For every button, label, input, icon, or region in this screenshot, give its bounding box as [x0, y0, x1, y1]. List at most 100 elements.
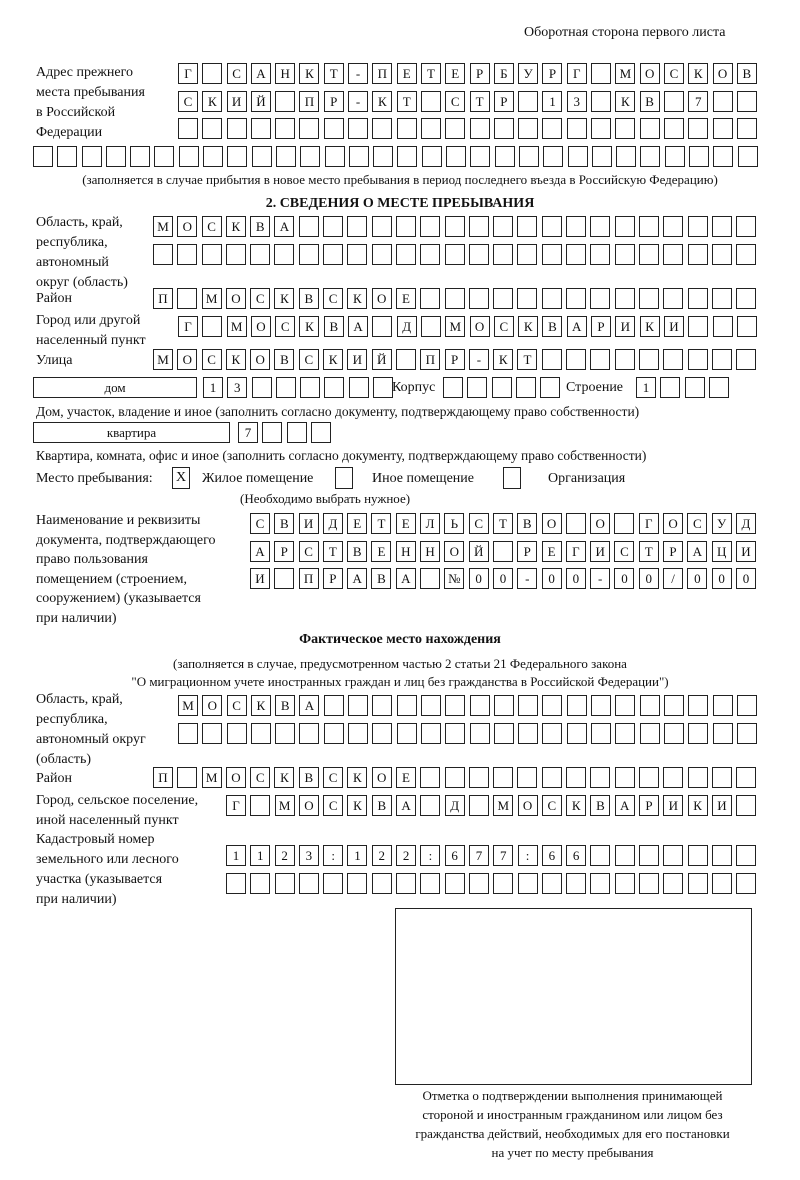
form-cell[interactable]: 1 [636, 377, 656, 398]
form-cell[interactable] [493, 767, 514, 788]
form-cell[interactable] [614, 244, 635, 265]
form-cell[interactable] [663, 723, 684, 744]
form-cell[interactable] [298, 244, 319, 265]
form-cell[interactable]: Р [639, 795, 660, 816]
form-cell[interactable] [518, 146, 539, 167]
form-cell[interactable]: С [493, 316, 514, 337]
form-cell[interactable] [286, 422, 307, 443]
form-cell[interactable] [638, 288, 659, 309]
form-cell[interactable]: А [274, 216, 295, 237]
form-cell[interactable] [251, 377, 272, 398]
form-cell[interactable]: С [468, 513, 489, 534]
building-cells[interactable] [443, 377, 561, 398]
form-cell[interactable] [639, 723, 660, 744]
form-cell[interactable] [712, 118, 733, 139]
form-cell[interactable] [736, 695, 757, 716]
form-cell[interactable]: Е [395, 767, 416, 788]
form-cell[interactable] [373, 377, 394, 398]
form-cell[interactable] [542, 723, 563, 744]
form-cell[interactable] [639, 118, 660, 139]
form-cell[interactable]: Л [420, 513, 441, 534]
form-cell[interactable] [566, 244, 587, 265]
form-cell[interactable]: С [541, 795, 562, 816]
form-cell[interactable] [540, 377, 561, 398]
form-cell[interactable] [736, 118, 757, 139]
form-cell[interactable] [323, 118, 344, 139]
form-cell[interactable] [275, 91, 296, 112]
form-cell[interactable] [517, 288, 538, 309]
form-cell[interactable]: К [299, 316, 320, 337]
form-cell[interactable]: И [226, 91, 247, 112]
form-cell[interactable]: С [275, 316, 296, 337]
form-cell[interactable] [711, 845, 732, 866]
form-cell[interactable] [614, 513, 635, 534]
previous-address-row-3[interactable] [178, 118, 757, 139]
form-cell[interactable] [445, 695, 466, 716]
form-cell[interactable] [663, 767, 684, 788]
form-cell[interactable] [517, 873, 538, 894]
form-cell[interactable] [736, 288, 757, 309]
form-cell[interactable] [372, 316, 393, 337]
form-cell[interactable] [154, 146, 175, 167]
form-cell[interactable] [396, 695, 417, 716]
form-cell[interactable]: М [153, 216, 173, 237]
form-cell[interactable]: О [712, 63, 733, 84]
form-cell[interactable]: 6 [444, 845, 465, 866]
form-cell[interactable] [81, 146, 102, 167]
form-cell[interactable] [663, 91, 684, 112]
form-cell[interactable]: В [274, 513, 295, 534]
form-cell[interactable] [420, 288, 441, 309]
form-cell[interactable] [494, 146, 515, 167]
form-cell[interactable]: И [347, 349, 368, 370]
form-cell[interactable] [688, 118, 709, 139]
form-cell[interactable]: К [347, 288, 368, 309]
form-cell[interactable]: Ь [444, 513, 465, 534]
form-cell[interactable] [468, 795, 489, 816]
form-cell[interactable] [396, 873, 417, 894]
form-cell[interactable]: 0 [468, 568, 489, 589]
form-cell[interactable]: С [445, 91, 466, 112]
form-cell[interactable]: 6 [541, 845, 562, 866]
form-cell[interactable] [348, 118, 369, 139]
form-cell[interactable]: 1 [542, 91, 563, 112]
form-cell[interactable] [178, 723, 198, 744]
form-cell[interactable] [566, 873, 587, 894]
form-cell[interactable] [468, 216, 489, 237]
form-cell[interactable] [663, 873, 684, 894]
form-cell[interactable]: П [153, 767, 173, 788]
option-residential-checkbox[interactable]: X [172, 467, 190, 489]
form-cell[interactable]: У [711, 513, 732, 534]
form-cell[interactable] [687, 873, 708, 894]
form-cell[interactable]: И [735, 541, 756, 562]
form-cell[interactable] [468, 288, 489, 309]
form-cell[interactable]: К [493, 349, 514, 370]
form-cell[interactable] [736, 244, 757, 265]
form-cell[interactable] [590, 349, 611, 370]
form-cell[interactable] [372, 695, 393, 716]
form-cell[interactable] [300, 377, 321, 398]
form-cell[interactable] [446, 146, 467, 167]
form-cell[interactable]: М [445, 316, 466, 337]
form-cell[interactable]: - [348, 91, 369, 112]
form-cell[interactable] [469, 723, 490, 744]
form-cell[interactable] [663, 695, 684, 716]
form-cell[interactable] [202, 316, 223, 337]
form-cell[interactable]: С [663, 63, 684, 84]
form-cell[interactable]: Р [591, 316, 612, 337]
form-cell[interactable] [445, 723, 466, 744]
form-cell[interactable]: А [687, 541, 708, 562]
form-cell[interactable] [736, 873, 757, 894]
form-cell[interactable]: Г [638, 513, 659, 534]
form-cell[interactable]: Й [250, 91, 271, 112]
form-cell[interactable] [687, 767, 708, 788]
form-cell[interactable] [688, 695, 709, 716]
form-cell[interactable]: Р [493, 91, 514, 112]
form-cell[interactable]: С [201, 349, 222, 370]
form-cell[interactable]: Р [274, 541, 295, 562]
form-cell[interactable] [493, 216, 514, 237]
form-cell[interactable] [348, 146, 369, 167]
